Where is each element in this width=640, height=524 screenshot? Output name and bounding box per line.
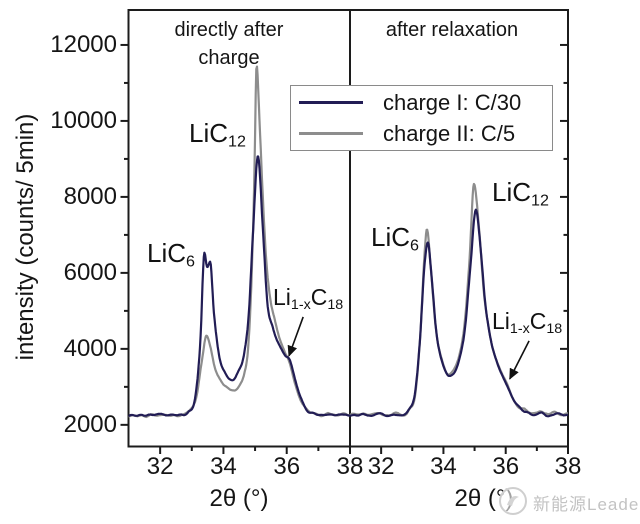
peak-label-subscript: 6 <box>410 236 419 255</box>
peak-label-text: C <box>310 284 328 310</box>
x-tick-label: 36 <box>492 453 520 480</box>
y-tick-label: 2000 <box>63 410 117 438</box>
peak-label-text: LiC <box>492 177 532 207</box>
legend-line-swatch <box>299 132 363 135</box>
x-tick-label: 38 <box>554 453 582 480</box>
legend-entry: charge I: C/30 <box>291 87 552 118</box>
x-axis-label-left: 2θ (°) <box>209 485 269 512</box>
legend-entry-label: charge I: C/30 <box>383 89 522 115</box>
panel-title-left: directly after charge <box>174 19 284 69</box>
watermark-text: 新能源Leader <box>533 495 640 514</box>
peak-label-text: LiC <box>189 118 229 148</box>
peak-label-lic6-left: LiC6 <box>147 238 195 272</box>
peak-label-subscript: 12 <box>228 132 246 151</box>
y-tick-label: 10000 <box>50 106 117 134</box>
peak-label-subscript: 1-x <box>509 320 530 337</box>
plot-frame <box>127 9 569 448</box>
peak-label-text: LiC <box>371 222 411 252</box>
annotation-arrow <box>509 340 530 380</box>
peak-label-subscript: 18 <box>546 320 563 337</box>
x-tick-label: 34 <box>430 453 457 480</box>
peak-label-subscript: 1-x <box>290 296 311 313</box>
watermark-logo-icon <box>499 487 527 515</box>
x-tick-label: 36 <box>273 453 301 480</box>
x-tick-label: 38 <box>336 453 364 480</box>
peak-label-text: Li <box>273 284 291 310</box>
x-tick-label: 32 <box>367 453 395 480</box>
legend-entry: charge II: C/5 <box>291 118 552 149</box>
peak-label-text: C <box>529 308 547 334</box>
peak-label-li1xc18-right: Li1-xC18 <box>492 308 562 337</box>
series-curve-charge-i-c-30 <box>350 208 568 418</box>
legend-line-swatch <box>299 101 363 104</box>
peak-label-subscript: 12 <box>531 191 549 210</box>
peak-label-lic12-right: LiC12 <box>492 177 549 211</box>
peak-label-subscript: 18 <box>327 296 344 313</box>
legend-entry-label: charge II: C/5 <box>383 120 516 146</box>
x-tick-label: 32 <box>146 453 174 480</box>
y-tick-label: 6000 <box>63 258 117 286</box>
panel-title-right: after relaxation <box>385 19 519 41</box>
series-curve-charge-i-c-30 <box>128 155 350 418</box>
y-tick-label: 8000 <box>63 182 117 210</box>
series-curve-charge-ii-c-5 <box>350 182 568 417</box>
y-tick-label: 4000 <box>63 334 117 362</box>
annotation-arrow <box>287 316 304 357</box>
peak-label-li1xc18-left: Li1-xC18 <box>273 284 343 313</box>
y-tick-label: 12000 <box>50 30 117 58</box>
peak-label-lic6-right: LiC6 <box>371 222 419 256</box>
peak-label-text: LiC <box>147 238 187 268</box>
legend: charge I: C/30 charge II: C/5 <box>290 85 553 151</box>
peak-label-text: Li <box>492 308 510 334</box>
x-tick-label: 34 <box>210 453 237 480</box>
peak-label-subscript: 6 <box>186 252 195 271</box>
peak-label-lic12-left: LiC12 <box>189 118 246 152</box>
y-axis-label: intensity (counts/ 5min) <box>12 113 39 361</box>
